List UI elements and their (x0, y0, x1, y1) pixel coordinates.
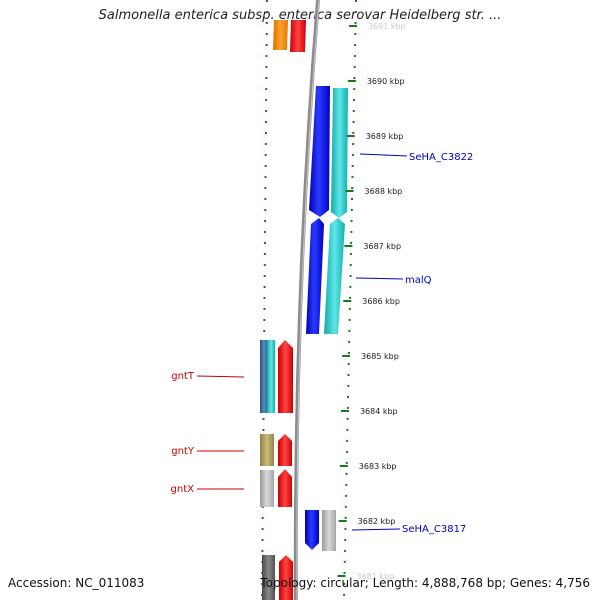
kbp-tick-label: 3686 kbp (362, 297, 400, 306)
feature-red-gntY (278, 434, 292, 466)
kbp-tick-label: 3690 kbp (367, 77, 405, 86)
gc-skew-dots-left (261, 0, 268, 600)
gc-skew-dots-right (343, 0, 357, 600)
gene-label-SeHA_C3817: SeHA_C3817 (402, 524, 466, 535)
feature-cyan-gntT (267, 340, 275, 413)
feature-red-top (290, 20, 306, 52)
outer-track-features[interactable] (305, 86, 348, 551)
feature-olive-gntY (260, 434, 274, 466)
kbp-tick-label: 3687 kbp (363, 242, 401, 251)
feature-gray-SeHA_C3817 (322, 510, 336, 551)
kbp-tick-label: 3682 kbp (358, 517, 396, 526)
kbp-tick-label: 3688 kbp (365, 187, 403, 196)
feature-blue-malQ (306, 218, 324, 334)
kbp-tick-label: 3684 kbp (360, 407, 398, 416)
feature-orange (273, 20, 288, 50)
feature-blue-SeHA_C3822 (309, 86, 330, 217)
feature-cyan-malQ (324, 218, 345, 334)
gene-label-gntT: gntT (171, 371, 195, 382)
kbp-tick-label: 3681 kbp (357, 572, 395, 581)
genome-backbone (293, 0, 320, 600)
feature-cyan-SeHA_C3822 (331, 88, 348, 218)
feature-red-gntX (278, 469, 292, 507)
gene-label-gntY: gntY (171, 446, 195, 457)
gene-labels[interactable]: SeHA_C3822 malQ gntT gntY gntX SeHA_C381… (171, 152, 474, 535)
gene-label-gntX: gntX (171, 484, 195, 495)
feature-blue-SeHA_C3817 (305, 510, 319, 550)
feature-gray-gntX (260, 470, 274, 507)
feature-steel-gntT (260, 340, 268, 413)
kbp-tick-label: 3691 kbp (368, 22, 406, 31)
kbp-tick-label: 3683 kbp (359, 462, 397, 471)
genome-summary-text: Topology: circular; Length: 4,888,768 bp… (260, 576, 590, 590)
genome-title: Salmonella enterica subsp. enterica sero… (98, 8, 502, 23)
inner-track-features[interactable] (260, 20, 306, 600)
accession-text: Accession: NC_011083 (8, 576, 145, 590)
kbp-scale: 3691 kbp 3690 kbp 3689 kbp 3688 kbp 3687 kbp… (337, 22, 406, 581)
kbp-tick-label: 3685 kbp (361, 352, 399, 361)
gene-label-malQ: malQ (405, 275, 432, 286)
feature-red-gntT (278, 340, 293, 413)
feature-red-bottom (279, 555, 293, 600)
gene-label-SeHA_C3822: SeHA_C3822 (409, 152, 473, 163)
kbp-tick-label: 3689 kbp (366, 132, 404, 141)
feature-dark-bottom (262, 555, 275, 600)
gene-label-lines (196, 153, 408, 531)
